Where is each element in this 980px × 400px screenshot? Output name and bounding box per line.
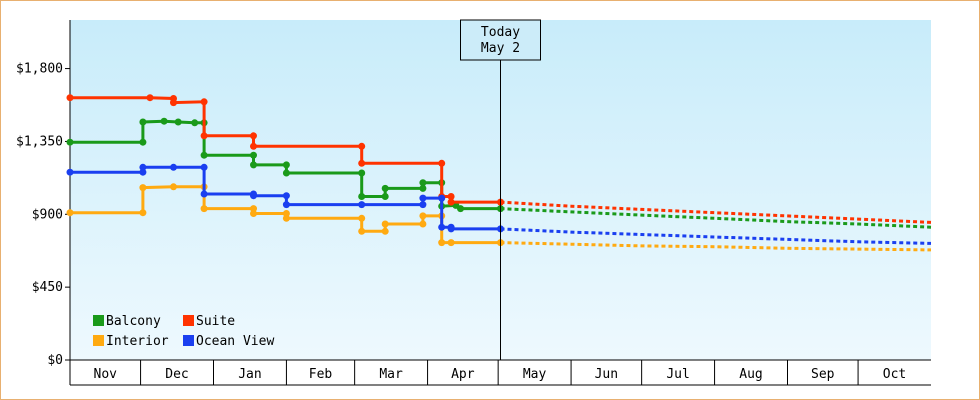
forecast-line-suite: [500, 200, 932, 224]
month-label-may: May: [523, 367, 547, 382]
data-point-balcony: [250, 161, 257, 169]
data-point-interior: [358, 227, 366, 235]
data-point-interior: [250, 210, 257, 217]
data-point-suite: [438, 159, 446, 167]
data-point-interior: [139, 209, 147, 217]
data-point-balcony: [419, 184, 427, 192]
data-point-suite: [358, 159, 366, 167]
data-point-balcony: [381, 193, 389, 200]
data-point-balcony: [381, 184, 389, 192]
data-point-interior: [282, 214, 290, 222]
legend-label-balcony: Balcony: [106, 314, 161, 329]
legend-swatch-interior: [93, 335, 104, 346]
data-point-ocean-view: [250, 192, 257, 200]
data-point-interior: [250, 205, 257, 213]
month-label-nov: Nov: [94, 367, 118, 382]
data-point-suite: [200, 98, 208, 106]
data-point-ocean-view: [282, 192, 290, 200]
month-label-sep: Sep: [811, 367, 835, 382]
legend-swatch-suite: [183, 315, 194, 326]
month-label-jan: Jan: [238, 367, 261, 382]
data-point-balcony: [282, 161, 290, 169]
data-point-suite: [250, 132, 257, 140]
data-point-balcony: [66, 138, 74, 146]
forecast-line-ocean-view: [500, 227, 932, 245]
legend-label-suite: Suite: [196, 314, 235, 329]
data-point-interior: [381, 220, 389, 228]
data-point-ocean-view: [139, 168, 147, 176]
forecast-line-interior: [500, 241, 932, 252]
month-label-aug: Aug: [739, 367, 762, 382]
month-label-feb: Feb: [309, 367, 333, 382]
y-tick-label: $1,800: [16, 62, 63, 77]
data-point-ocean-view: [438, 223, 446, 231]
data-point-interior: [438, 239, 446, 247]
data-point-balcony: [358, 193, 366, 200]
data-point-ocean-view: [358, 201, 366, 209]
data-point-balcony: [250, 151, 257, 159]
forecast-line-balcony: [500, 207, 932, 229]
month-label-jul: Jul: [666, 367, 689, 382]
month-label-mar: Mar: [379, 367, 403, 382]
data-point-ocean-view: [447, 225, 455, 233]
month-label-apr: Apr: [451, 367, 475, 382]
data-point-interior: [200, 205, 208, 213]
data-point-interior: [170, 183, 177, 191]
data-point-suite: [358, 142, 366, 150]
legend-label-ocean-view: Ocean View: [196, 334, 274, 349]
data-point-ocean-view: [419, 201, 427, 209]
data-point-ocean-view: [170, 163, 177, 171]
data-point-balcony: [358, 169, 366, 177]
data-point-interior: [447, 239, 455, 247]
legend-swatch-ocean-view: [183, 335, 194, 346]
data-point-balcony: [191, 119, 199, 127]
legend-label-interior: Interior: [106, 334, 169, 349]
y-tick-label: $0: [47, 353, 63, 368]
y-tick-label: $450: [32, 280, 63, 295]
data-point-suite: [170, 99, 177, 107]
series-interior: [66, 183, 932, 252]
today-label: Today: [481, 25, 520, 40]
data-point-balcony: [174, 118, 182, 126]
data-point-suite: [146, 94, 154, 102]
y-tick-label: $1,350: [16, 134, 63, 149]
data-point-interior: [139, 184, 147, 192]
data-point-ocean-view: [66, 168, 74, 176]
month-label-oct: Oct: [883, 367, 906, 382]
data-point-interior: [358, 214, 366, 222]
data-point-suite: [447, 193, 455, 200]
data-point-ocean-view: [200, 190, 208, 198]
data-point-ocean-view: [438, 194, 446, 202]
data-point-balcony: [160, 117, 168, 125]
month-label-dec: Dec: [165, 367, 188, 382]
data-point-interior: [66, 209, 74, 217]
month-label-jun: Jun: [595, 367, 618, 382]
data-point-balcony: [457, 205, 464, 213]
data-point-balcony: [200, 151, 208, 159]
today-date: May 2: [481, 41, 520, 56]
data-point-interior: [419, 220, 427, 228]
today-box: [460, 19, 541, 61]
y-tick-label: $900: [32, 207, 63, 222]
data-point-interior: [381, 227, 389, 235]
data-point-balcony: [139, 138, 147, 146]
data-point-ocean-view: [200, 163, 208, 171]
data-point-suite: [250, 142, 257, 150]
data-point-ocean-view: [139, 163, 147, 171]
data-point-suite: [447, 198, 455, 206]
data-point-suite: [200, 132, 208, 140]
data-point-ocean-view: [282, 201, 290, 209]
legend-swatch-balcony: [93, 315, 104, 326]
data-point-interior: [282, 210, 290, 217]
data-point-balcony: [419, 179, 427, 187]
series-ocean-view: [66, 163, 932, 245]
data-point-balcony: [139, 118, 147, 126]
data-point-suite: [66, 94, 74, 102]
data-point-interior: [419, 212, 427, 220]
data-point-ocean-view: [419, 194, 427, 202]
data-point-balcony: [282, 169, 290, 177]
